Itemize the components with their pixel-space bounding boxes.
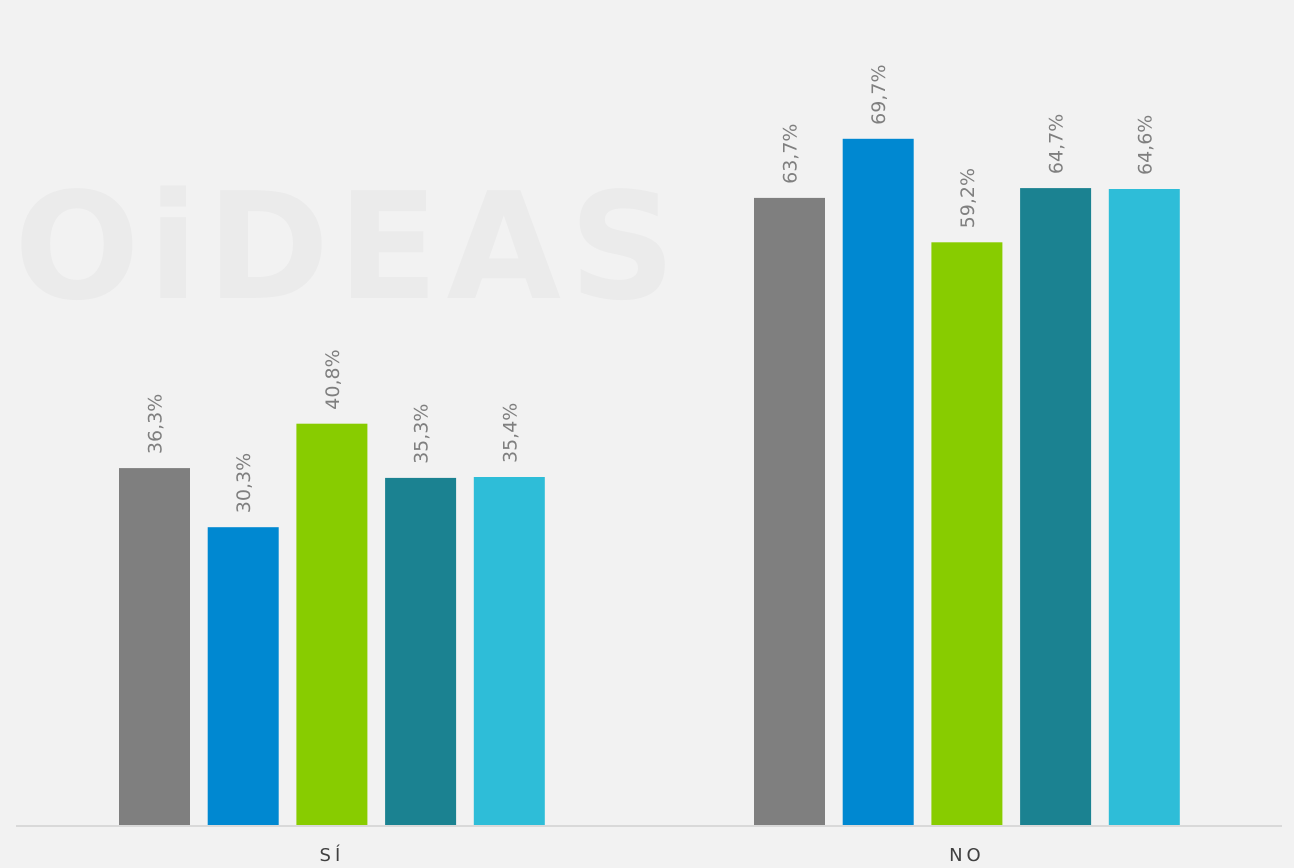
- value-label-no-4: 64,7%: [1046, 114, 1068, 174]
- category-label-si: SÍ: [320, 844, 345, 866]
- value-label-no-3: 59,2%: [957, 168, 979, 228]
- category-label-no: NO: [949, 845, 985, 866]
- bar-no-5: [1108, 189, 1180, 826]
- value-label-si-4: 35,3%: [411, 404, 433, 464]
- bar-no-1: [754, 197, 825, 826]
- bar-si-5: [473, 477, 545, 826]
- bar-si-2: [207, 527, 279, 826]
- value-labels-group: 36,3% 30,3% 40,8% 35,3% 35,4% 63,7% 69,7% 59,2%…: [145, 64, 1157, 513]
- bar-si-4: [385, 477, 457, 826]
- value-label-si-2: 30,3%: [233, 453, 255, 513]
- bar-si-1: [119, 468, 190, 826]
- bar-no-3: [931, 242, 1003, 827]
- value-label-si-3: 40,8%: [322, 349, 344, 409]
- category-labels-group: SÍ NO: [320, 844, 985, 866]
- watermark-logo: OiDEAS: [14, 161, 684, 333]
- value-label-no-2: 69,7%: [868, 64, 890, 124]
- bar-no-4: [1020, 188, 1092, 827]
- value-label-si-5: 35,4%: [499, 403, 521, 463]
- bar-no-2: [842, 138, 914, 827]
- bar-si-3: [296, 423, 368, 826]
- value-label-no-1: 63,7%: [780, 124, 802, 184]
- bars-group: [119, 138, 1180, 827]
- value-label-si-1: 36,3%: [145, 394, 167, 454]
- value-label-no-5: 64,6%: [1134, 115, 1156, 175]
